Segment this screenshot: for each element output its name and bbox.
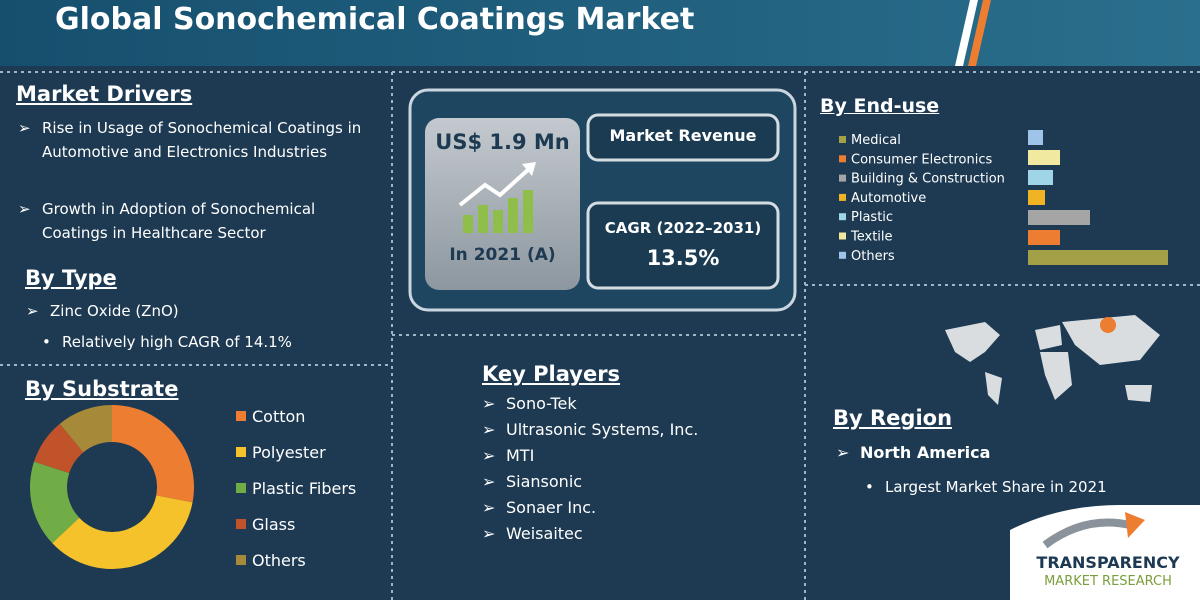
- title: Global Sonochemical Coatings Market: [55, 2, 695, 37]
- legend-label: Textile: [850, 230, 893, 245]
- legend-label: Plastic Fibers: [252, 479, 356, 498]
- growth-icon: [463, 190, 533, 233]
- logo-line1: TRANSPARENCY: [1036, 553, 1180, 572]
- growth-arrow: [522, 162, 536, 176]
- revenue-label: Market Revenue: [609, 126, 757, 145]
- legend-label: Consumer Electronics: [851, 152, 993, 167]
- stripe: [968, 0, 991, 66]
- type-sub: Relatively high CAGR of 14.1%: [42, 330, 292, 354]
- bar: [1028, 230, 1060, 245]
- player: Sonaer Inc.: [482, 496, 596, 520]
- region-heading: By Region: [833, 406, 953, 430]
- bar: [1028, 210, 1090, 225]
- world-map: [945, 315, 1160, 405]
- legend-label: Automotive: [851, 191, 926, 206]
- player: MTI: [482, 444, 535, 468]
- player: Ultrasonic Systems, Inc.: [482, 418, 698, 442]
- logo-swoosh: [1042, 518, 1131, 549]
- legend-swatch: [839, 136, 846, 143]
- bar: [1028, 130, 1043, 145]
- donut-slice: [112, 405, 195, 503]
- bar: [1028, 150, 1060, 165]
- logo-arrow: [1125, 512, 1145, 538]
- legend-swatch: [236, 411, 246, 421]
- donut-slice: [34, 423, 84, 474]
- revenue-year: In 2021 (A): [449, 245, 556, 265]
- player: Sono-Tek: [482, 392, 577, 416]
- legend-label: Others: [252, 551, 306, 570]
- legend-label: Building & Construction: [851, 172, 1005, 187]
- legend-label: Polyester: [252, 443, 326, 462]
- type-heading: By Type: [25, 266, 117, 290]
- legend-label: Cotton: [252, 407, 305, 426]
- drivers-heading: Market Drivers: [16, 82, 193, 106]
- region-item: North America: [836, 441, 991, 465]
- donut-slice: [29, 461, 80, 544]
- legend-swatch: [236, 519, 246, 529]
- region-sub: Largest Market Share in 2021: [865, 475, 1107, 499]
- legend-label: Others: [851, 249, 895, 264]
- cagr-label: CAGR (2022–2031): [604, 219, 762, 237]
- legend-swatch: [839, 155, 846, 163]
- revenue-value: US$ 1.9 Mn: [435, 130, 570, 154]
- bar: [1028, 170, 1053, 185]
- stripe: [955, 0, 978, 66]
- legend-swatch: [839, 174, 846, 182]
- label-box: [586, 113, 780, 162]
- bar: [1028, 190, 1045, 205]
- driver: Rise in Usage of Sonochemical Coatings i…: [18, 116, 382, 164]
- player: Weisaitec: [482, 522, 583, 546]
- logo-bg: [1010, 505, 1200, 600]
- dividers: [0, 71, 1200, 600]
- legend-label: Glass: [252, 515, 295, 534]
- driver: Growth in Adoption of Sonochemical Coati…: [18, 197, 372, 245]
- substrate-heading: By Substrate: [25, 377, 179, 401]
- type-item: Zinc Oxide (ZnO): [26, 299, 179, 323]
- donut-slice: [52, 495, 193, 570]
- logo-line2: MARKET RESEARCH: [1044, 574, 1172, 589]
- enduse-heading: By End-use: [820, 95, 940, 117]
- player: Siansonic: [482, 470, 582, 494]
- legend-swatch: [839, 193, 846, 201]
- cagr-box: [586, 201, 780, 290]
- legend-label: Medical: [851, 133, 901, 148]
- legend-label: Plastic: [851, 210, 893, 225]
- legend-swatch: [236, 447, 246, 457]
- cagr-value: 13.5%: [646, 246, 720, 270]
- legend-swatch: [236, 483, 246, 493]
- bar: [1028, 250, 1168, 265]
- map-pin: [1100, 317, 1116, 333]
- growth-line: [458, 166, 532, 207]
- legend-swatch: [839, 232, 846, 240]
- legend-swatch: [236, 555, 246, 565]
- revenue-box: [425, 118, 580, 290]
- legend-swatch: [839, 251, 846, 259]
- players-heading: Key Players: [482, 362, 621, 386]
- legend-swatch: [839, 213, 846, 221]
- donut-slice: [59, 405, 112, 453]
- header-band: [0, 0, 1200, 66]
